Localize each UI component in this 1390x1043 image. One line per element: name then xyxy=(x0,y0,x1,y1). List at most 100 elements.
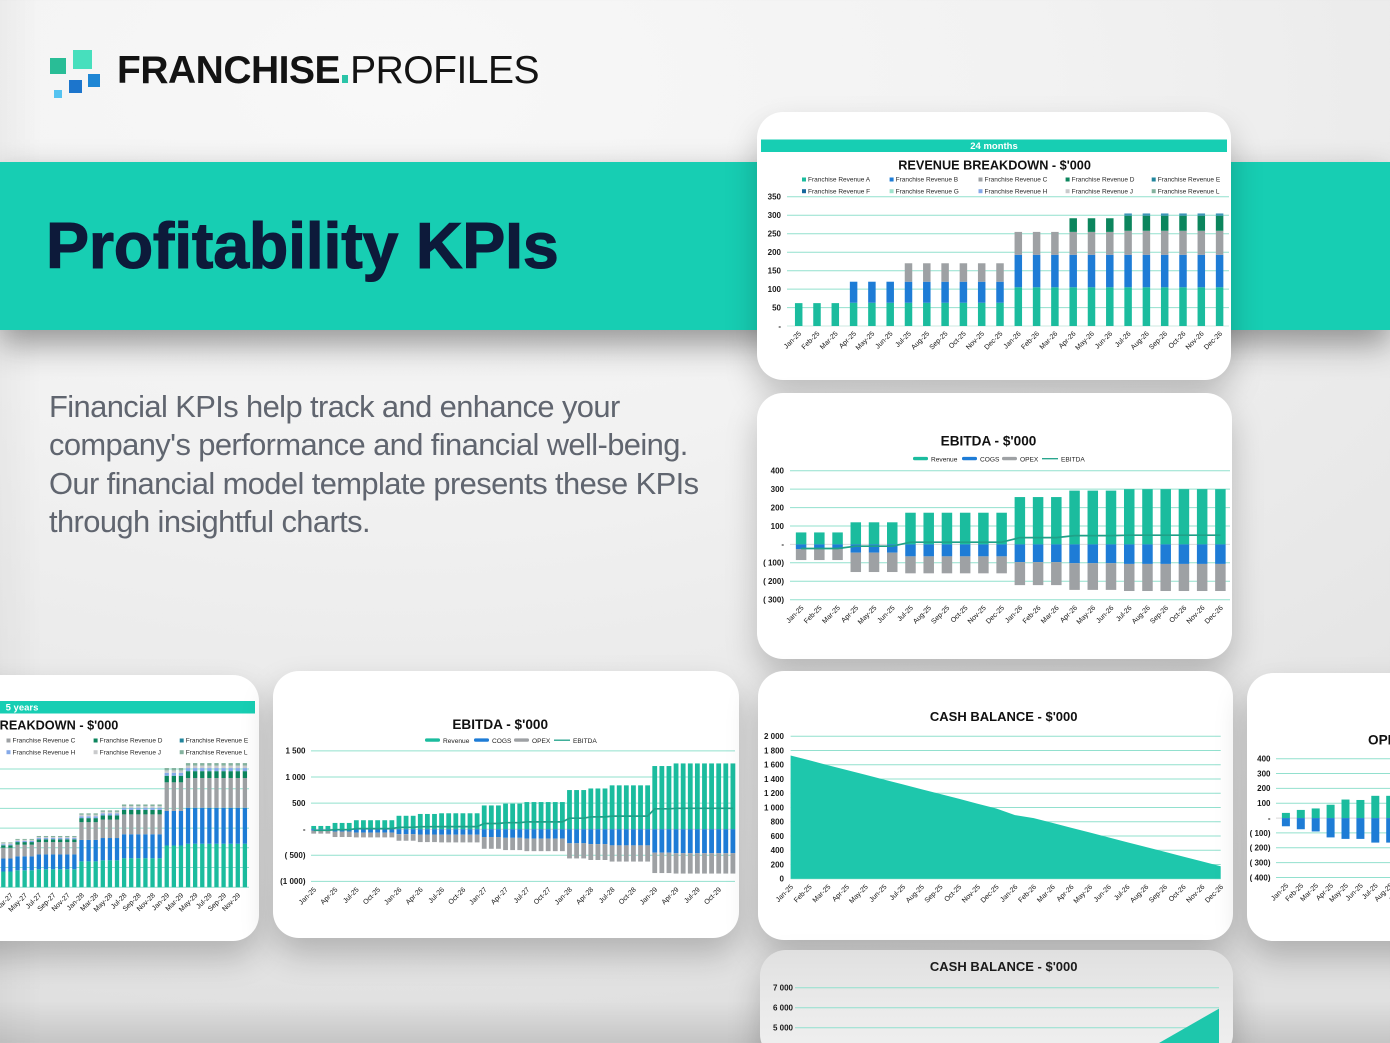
svg-text:250: 250 xyxy=(768,230,782,239)
svg-text:COGS: COGS xyxy=(980,457,1000,464)
svg-text:400: 400 xyxy=(1257,755,1271,764)
svg-text:Sep-26: Sep-26 xyxy=(1149,605,1170,626)
svg-text:Jul-26: Jul-26 xyxy=(428,886,447,905)
svg-text:Jan-26: Jan-26 xyxy=(1004,605,1024,625)
svg-text:May-26: May-26 xyxy=(1076,605,1098,627)
svg-text:REVENUE BREAKDOWN - $'000: REVENUE BREAKDOWN - $'000 xyxy=(0,719,118,733)
svg-text:-: - xyxy=(778,322,781,331)
svg-text:1 000: 1 000 xyxy=(764,803,785,812)
svg-text:Sep-25: Sep-25 xyxy=(924,884,945,905)
svg-text:200: 200 xyxy=(771,503,785,512)
svg-text:200: 200 xyxy=(1257,784,1271,793)
svg-text:Nov-26: Nov-26 xyxy=(1185,884,1206,905)
svg-text:Feb-26: Feb-26 xyxy=(1017,884,1038,905)
svg-text:Apr-28: Apr-28 xyxy=(575,886,595,906)
svg-text:24 months: 24 months xyxy=(970,141,1018,152)
svg-text:Dec-26: Dec-26 xyxy=(1204,605,1225,626)
svg-text:( 400): ( 400) xyxy=(1250,873,1271,882)
svg-text:Franchise Revenue L: Franchise Revenue L xyxy=(186,749,248,756)
svg-text:800: 800 xyxy=(771,818,785,827)
svg-text:Jun-25: Jun-25 xyxy=(868,884,888,904)
svg-text:( 300): ( 300) xyxy=(1250,858,1271,867)
svg-text:May-26: May-26 xyxy=(1073,884,1095,906)
svg-text:Nov-25: Nov-25 xyxy=(967,605,988,626)
svg-text:600: 600 xyxy=(771,832,785,841)
svg-text:Oct-25: Oct-25 xyxy=(944,884,964,904)
svg-text:Oct-26: Oct-26 xyxy=(448,886,468,906)
svg-text:1 500: 1 500 xyxy=(285,747,306,756)
svg-text:Mar-26: Mar-26 xyxy=(1040,605,1061,626)
svg-text:Sep-26: Sep-26 xyxy=(1148,884,1169,905)
svg-text:Nov-26: Nov-26 xyxy=(1186,605,1207,626)
svg-text:Franchise Revenue H: Franchise Revenue H xyxy=(985,188,1048,195)
svg-text:Feb-25: Feb-25 xyxy=(793,884,814,905)
svg-text:Aug-26: Aug-26 xyxy=(1129,884,1150,905)
svg-text:CASH BALANCE - $'000: CASH BALANCE - $'000 xyxy=(930,709,1078,724)
svg-text:Jan-26: Jan-26 xyxy=(383,886,403,906)
svg-text:Jan-29: Jan-29 xyxy=(639,886,659,906)
svg-text:-: - xyxy=(1268,814,1271,823)
svg-text:300: 300 xyxy=(768,211,782,220)
svg-text:Revenue: Revenue xyxy=(931,457,958,464)
svg-text:6 000: 6 000 xyxy=(773,1004,794,1013)
svg-text:Feb-25: Feb-25 xyxy=(803,605,824,626)
svg-text:EBITDA: EBITDA xyxy=(573,738,597,745)
svg-text:Jun-25: Jun-25 xyxy=(875,330,895,350)
svg-text:Jun-26: Jun-26 xyxy=(1093,884,1113,904)
svg-text:( 200): ( 200) xyxy=(1250,844,1271,853)
svg-text:Mar-25: Mar-25 xyxy=(819,330,840,351)
svg-text:Jun-26: Jun-26 xyxy=(1094,330,1114,350)
svg-text:Aug-26: Aug-26 xyxy=(1131,605,1152,626)
svg-text:( 300): ( 300) xyxy=(763,596,784,605)
svg-text:Dec-25: Dec-25 xyxy=(985,605,1006,626)
svg-text:Nov-25: Nov-25 xyxy=(961,884,982,905)
svg-text:Sep-25: Sep-25 xyxy=(930,605,951,626)
svg-text:May-25: May-25 xyxy=(855,330,877,352)
svg-text:Jan-28: Jan-28 xyxy=(554,886,574,906)
svg-text:0: 0 xyxy=(780,875,785,884)
svg-text:Apr-29: Apr-29 xyxy=(661,886,681,906)
svg-text:Jun-25: Jun-25 xyxy=(877,605,897,625)
svg-text:Aug-26: Aug-26 xyxy=(1130,330,1151,351)
svg-text:Jan-25: Jan-25 xyxy=(785,605,805,625)
svg-text:( 500): ( 500) xyxy=(285,851,306,860)
svg-text:Mar-26: Mar-26 xyxy=(1039,330,1060,351)
svg-text:Dec-26: Dec-26 xyxy=(1204,884,1225,905)
svg-text:Jan-25: Jan-25 xyxy=(783,330,803,350)
svg-text:350: 350 xyxy=(768,193,782,202)
svg-text:May-25: May-25 xyxy=(857,605,879,627)
svg-text:Dec-25: Dec-25 xyxy=(983,330,1004,351)
svg-text:400: 400 xyxy=(771,846,785,855)
svg-text:Franchise Revenue H: Franchise Revenue H xyxy=(13,749,76,756)
svg-text:Aug-25: Aug-25 xyxy=(912,605,933,626)
svg-text:Oct-26: Oct-26 xyxy=(1168,884,1188,904)
svg-text:OPEX: OPEX xyxy=(532,738,551,745)
svg-text:100: 100 xyxy=(1257,799,1271,808)
svg-text:Franchise Revenue D: Franchise Revenue D xyxy=(100,738,163,745)
svg-text:Sep-26: Sep-26 xyxy=(1148,330,1169,351)
svg-text:Jan-25: Jan-25 xyxy=(775,884,795,904)
svg-text:Jan-27: Jan-27 xyxy=(469,886,489,906)
svg-text:500: 500 xyxy=(292,799,306,808)
svg-text:Oct-29: Oct-29 xyxy=(703,886,723,906)
svg-text:Franchise Revenue D: Franchise Revenue D xyxy=(1072,177,1135,184)
svg-text:Mar-25: Mar-25 xyxy=(821,605,842,626)
svg-text:Mar-25: Mar-25 xyxy=(812,884,833,905)
svg-text:7 000: 7 000 xyxy=(773,984,794,993)
svg-text:1 200: 1 200 xyxy=(764,789,785,798)
svg-text:Feb-26: Feb-26 xyxy=(1020,330,1041,351)
svg-text:1 600: 1 600 xyxy=(764,761,785,770)
svg-text:-: - xyxy=(781,540,784,549)
svg-text:200: 200 xyxy=(768,248,782,257)
svg-text:Mar-26: Mar-26 xyxy=(1036,884,1057,905)
svg-text:Jul-27: Jul-27 xyxy=(513,886,532,905)
svg-text:2 000: 2 000 xyxy=(764,732,785,741)
svg-text:300: 300 xyxy=(1257,769,1271,778)
svg-text:Jan-26: Jan-26 xyxy=(1003,330,1023,350)
svg-text:Oct-27: Oct-27 xyxy=(533,886,553,906)
svg-text:( 100): ( 100) xyxy=(763,559,784,568)
svg-text:Jul-29: Jul-29 xyxy=(683,886,702,905)
svg-text:300: 300 xyxy=(771,485,785,494)
svg-text:Franchise Revenue E: Franchise Revenue E xyxy=(186,738,249,745)
svg-text:Feb-26: Feb-26 xyxy=(1022,605,1043,626)
